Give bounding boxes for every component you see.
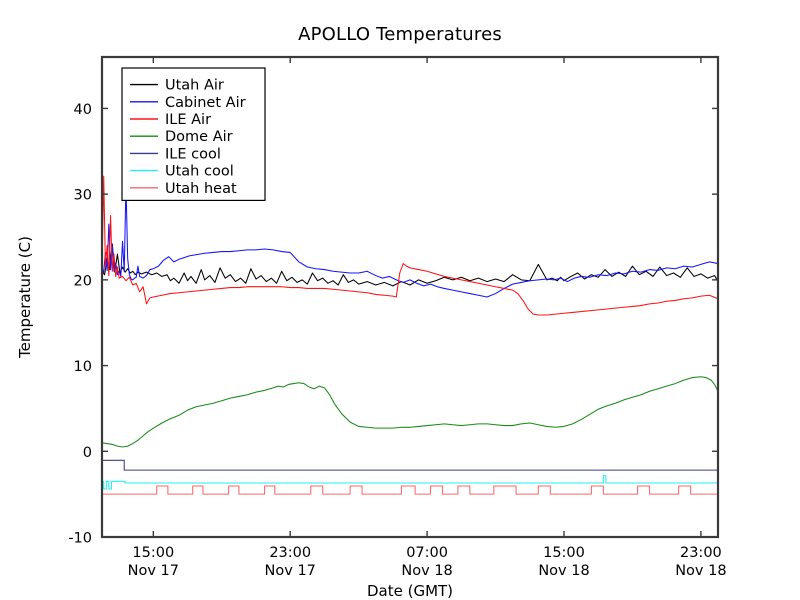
series-line-cabinet-air	[101, 183, 719, 298]
x-tick-label-time: 15:00	[132, 545, 174, 561]
y-axis-title: Temperature (C)	[16, 236, 34, 359]
legend-box	[121, 67, 266, 201]
x-tick-label-time: 07:00	[406, 545, 448, 561]
series-layer	[101, 175, 719, 495]
y-tick-label: 40	[74, 102, 92, 118]
legend-label-ile-air[interactable]: ILE Air	[165, 112, 211, 128]
series-line-ile-cool	[101, 459, 719, 471]
x-tick-label-date: Nov 18	[538, 563, 589, 579]
x-tick-label-time: 15:00	[543, 545, 585, 561]
page-title: APOLLO Temperatures	[298, 24, 502, 45]
y-tick-label: 10	[74, 359, 92, 375]
legend-label-utah-cool[interactable]: Utah cool	[165, 164, 234, 180]
series-line-dome-air	[101, 376, 719, 448]
series-line-utah-heat	[101, 485, 719, 495]
y-tick-label: 20	[74, 273, 92, 289]
x-axis-title: Date (GMT)	[367, 582, 453, 600]
x-tick-label-date: Nov 18	[401, 563, 452, 579]
legend-label-utah-heat[interactable]: Utah heat	[165, 181, 237, 197]
series-line-utah-air	[101, 243, 719, 287]
series-line-ile-air	[101, 175, 719, 316]
x-tick-label-time: 23:00	[269, 545, 311, 561]
axis-labels-layer: -10 0 10 20 30 40 15:00 Nov 17 23:00 Nov 17 07:00 N…	[16, 102, 727, 600]
legend-label-dome-air[interactable]: Dome Air	[165, 129, 233, 145]
x-tick-label-date: Nov 17	[128, 563, 179, 579]
axes-layer	[100, 55, 720, 539]
y-tick-label: -10	[68, 531, 92, 547]
y-tick-label: 30	[74, 188, 92, 204]
legend-label-ile-cool[interactable]: ILE cool	[165, 146, 221, 162]
x-tick-label-date: Nov 18	[675, 563, 726, 579]
legend-label-utah-air[interactable]: Utah Air	[165, 78, 224, 94]
ticks-layer	[102, 57, 718, 538]
y-tick-label: 0	[83, 445, 92, 461]
series-line-utah-cool	[101, 475, 719, 490]
legend-label-cabinet-air[interactable]: Cabinet Air	[165, 95, 246, 111]
x-tick-label-time: 23:00	[680, 545, 722, 561]
x-tick-label-date: Nov 17	[265, 563, 316, 579]
plot-frame	[100, 55, 720, 539]
